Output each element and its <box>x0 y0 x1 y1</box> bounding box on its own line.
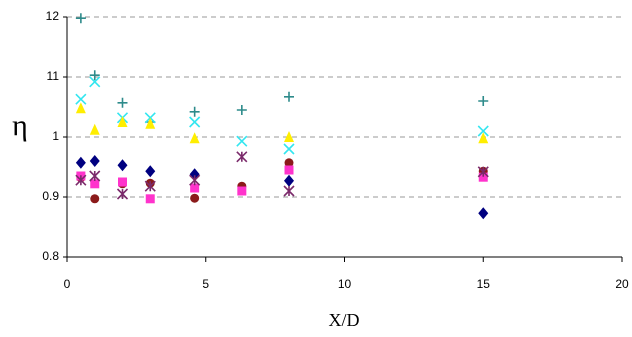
x-tick-label: 20 <box>615 277 629 291</box>
y-tick-label: 0.9 <box>42 189 59 203</box>
marker <box>189 132 200 144</box>
marker <box>284 174 294 187</box>
marker <box>89 123 100 135</box>
marker <box>75 13 86 24</box>
marker <box>90 179 100 189</box>
marker <box>89 170 101 182</box>
marker <box>117 116 128 127</box>
x-tick-label: 15 <box>477 277 491 291</box>
marker <box>189 174 201 186</box>
marker <box>90 194 100 204</box>
marker <box>89 155 100 167</box>
marker <box>236 151 248 163</box>
marker <box>284 165 294 175</box>
marker <box>117 159 128 172</box>
marker <box>189 116 201 128</box>
marker <box>75 93 87 105</box>
marker <box>283 143 295 155</box>
marker <box>477 166 489 178</box>
marker <box>89 76 101 88</box>
marker <box>116 188 129 200</box>
marker <box>75 174 87 186</box>
x-tick-label: 10 <box>338 277 352 291</box>
y-tick-label: 0.8 <box>42 249 59 263</box>
marker <box>144 180 156 192</box>
marker <box>284 131 294 142</box>
marker <box>237 186 247 196</box>
marker <box>478 96 489 106</box>
marker <box>283 185 295 197</box>
marker <box>284 158 294 168</box>
marker <box>236 135 248 147</box>
marker <box>145 165 156 178</box>
marker <box>89 70 100 81</box>
marker <box>478 172 488 182</box>
marker <box>236 105 247 115</box>
marker <box>477 125 489 137</box>
marker <box>145 194 155 204</box>
y-tick-label: 1 <box>52 129 59 143</box>
x-axis-title: X/D <box>329 310 360 330</box>
marker <box>190 193 200 203</box>
marker <box>478 132 489 144</box>
marker <box>145 117 156 129</box>
y-tick-label: 12 <box>46 9 60 23</box>
marker <box>75 156 86 169</box>
marker <box>190 183 200 193</box>
marker <box>75 102 86 114</box>
x-tick-label: 5 <box>202 277 209 291</box>
marker <box>118 177 127 187</box>
marker <box>189 106 200 117</box>
y-tick-label: 11 <box>47 69 60 83</box>
y-axis-title: η <box>12 109 28 142</box>
marker <box>117 97 128 108</box>
marker <box>478 207 489 220</box>
marker <box>284 91 294 102</box>
x-tick-label: 0 <box>64 277 71 291</box>
